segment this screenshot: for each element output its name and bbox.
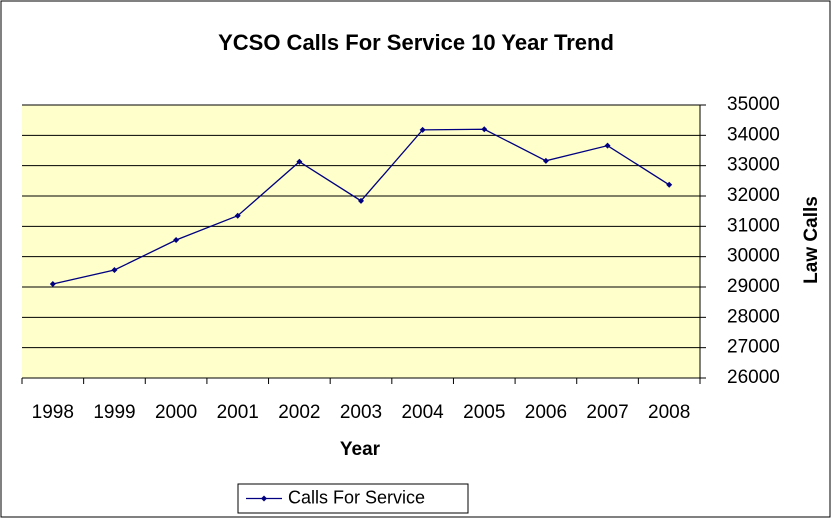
y-axis-label: Law Calls	[801, 196, 822, 284]
data-point	[481, 126, 488, 133]
data-point	[49, 280, 56, 287]
y-tick-label: 33000	[727, 155, 780, 176]
y-tick-label: 34000	[727, 124, 780, 145]
y-tick-label: 30000	[727, 246, 780, 267]
y-tick-label: 35000	[727, 94, 780, 115]
x-axis-label: Year	[340, 439, 381, 460]
x-tick-label: 2000	[155, 402, 197, 423]
data-point	[666, 181, 673, 188]
x-tick-label: 1998	[32, 402, 74, 423]
legend-label: Calls For Service	[288, 487, 425, 507]
data-point	[358, 197, 364, 204]
x-tick-label: 2005	[463, 402, 505, 423]
data-point	[419, 126, 426, 133]
x-tick-label: 1999	[93, 402, 135, 423]
x-tick-label: 2003	[340, 402, 382, 423]
data-point	[296, 158, 303, 165]
data-point	[542, 157, 549, 164]
chart-title: YCSO Calls For Service 10 Year Trend	[218, 30, 614, 55]
y-tick-label: 27000	[727, 337, 780, 358]
data-point	[111, 267, 118, 274]
data-point	[604, 142, 611, 149]
x-tick-label: 2002	[278, 402, 320, 423]
data-point	[234, 212, 241, 219]
plot-area	[22, 105, 700, 378]
x-tick-label: 2008	[648, 402, 690, 423]
y-tick-label: 31000	[727, 215, 780, 236]
x-tick-label: 2004	[401, 402, 444, 423]
y-tick-label: 32000	[727, 185, 780, 206]
y-tick-label: 29000	[727, 276, 780, 297]
data-point	[173, 236, 180, 243]
y-tick-label: 26000	[727, 367, 780, 388]
y-tick-label: 28000	[727, 306, 780, 327]
x-tick-label: 2007	[586, 402, 628, 423]
x-tick-label: 2006	[525, 402, 567, 423]
x-tick-label: 2001	[217, 402, 259, 423]
legend-marker	[261, 495, 267, 502]
